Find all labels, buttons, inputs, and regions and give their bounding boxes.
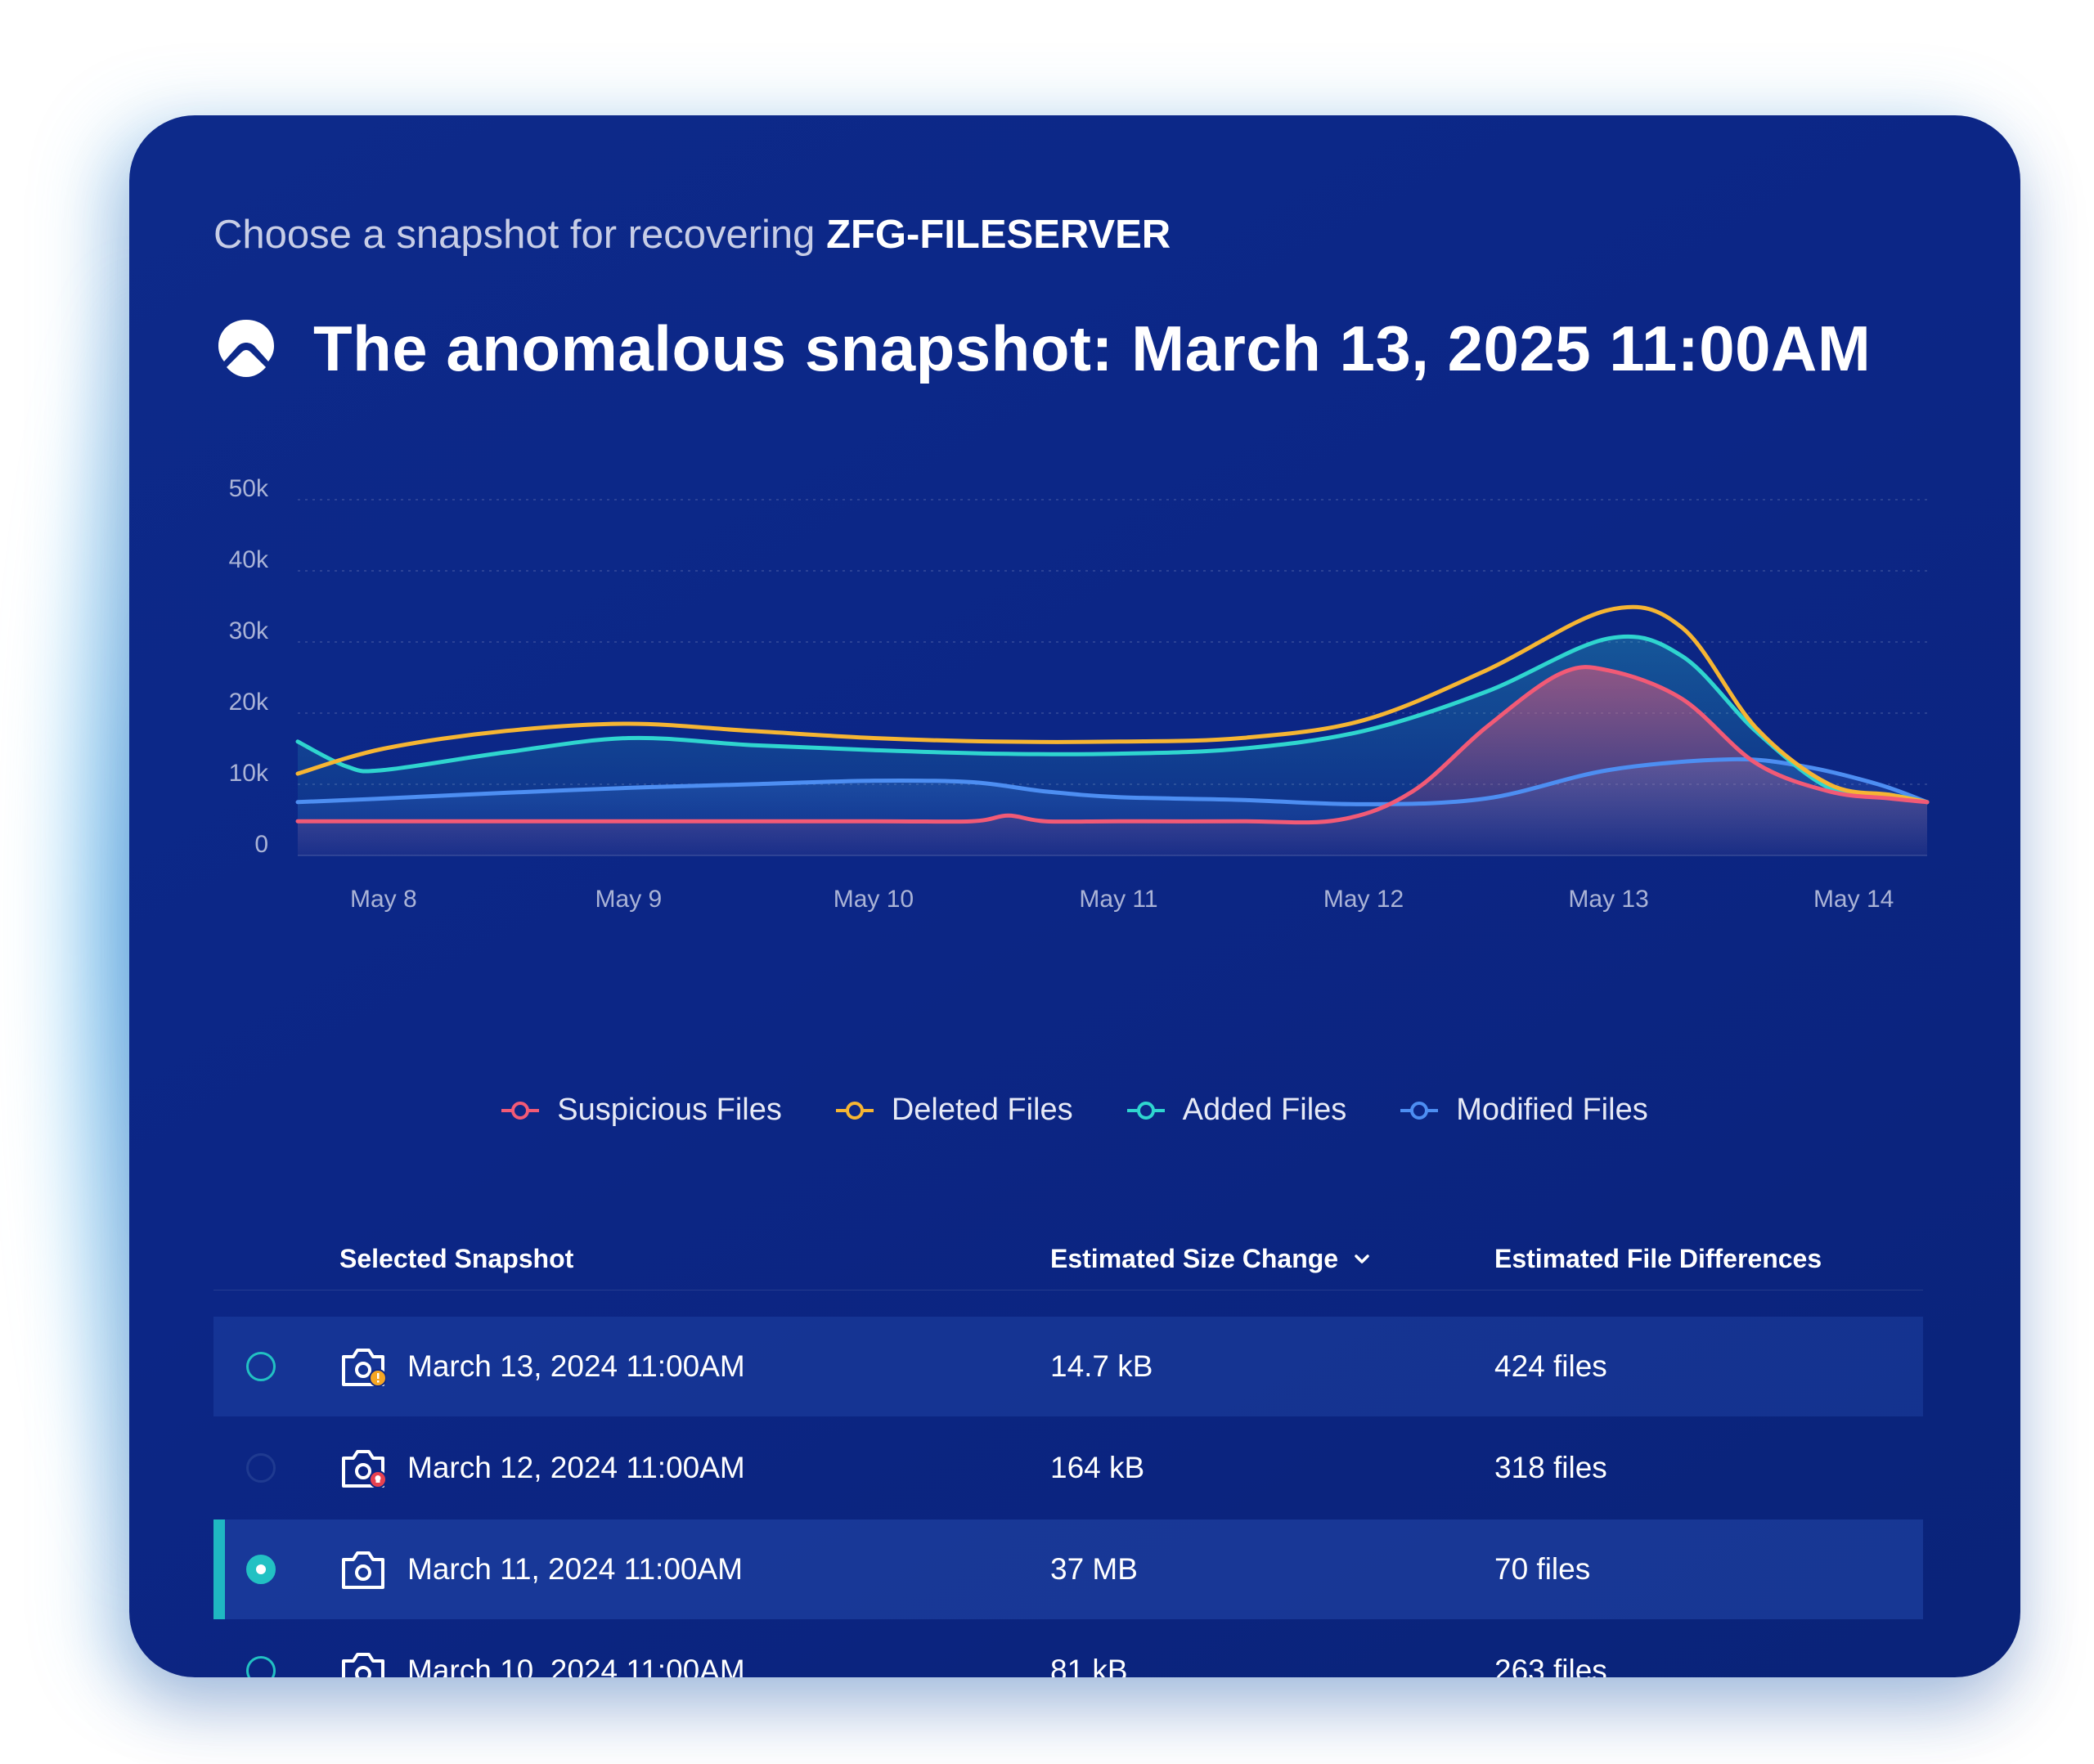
snapshot-radio[interactable] xyxy=(246,1656,276,1677)
selected-indicator-bar xyxy=(213,1519,225,1619)
size-change: 81 kB xyxy=(1050,1654,1128,1677)
camera-icon xyxy=(342,1653,384,1677)
snapshot-date: March 13, 2024 11:00AM xyxy=(407,1349,745,1383)
column-header-snapshot[interactable]: Selected Snapshot xyxy=(339,1244,573,1274)
file-differences: 424 files xyxy=(1494,1349,1607,1383)
series-line-deleted xyxy=(295,604,1930,805)
legend-label: Modified Files xyxy=(1456,1093,1648,1127)
x-tick-label: May 14 xyxy=(1813,886,1894,913)
series-area-suspicious xyxy=(298,667,1927,855)
table-spacer xyxy=(213,1290,1923,1315)
y-tick-label: 40k xyxy=(229,546,269,573)
file-activity-chart: 0 10k 20k 30k 40k 50k May 8 May 9 May 10 May 11 Ma… xyxy=(229,475,1930,913)
x-tick-label: May 13 xyxy=(1568,886,1648,913)
legend-item-suspicious[interactable]: Suspicious Files xyxy=(501,1093,782,1128)
column-header-label: Selected Snapshot xyxy=(339,1244,574,1273)
legend-item-modified[interactable]: Modified Files xyxy=(1400,1093,1648,1128)
file-differences: 318 files xyxy=(1494,1451,1607,1484)
camera-icon xyxy=(342,1450,386,1488)
snapshot-radio[interactable] xyxy=(246,1453,276,1483)
recovery-subtitle: Choose a snapshot for recovering ZFG-FIL… xyxy=(213,212,1171,258)
legend-marker-icon xyxy=(501,1101,540,1120)
size-change: 164 kB xyxy=(1050,1451,1145,1484)
chevron-down-icon[interactable] xyxy=(1353,1254,1371,1265)
size-change: 37 MB xyxy=(1050,1552,1138,1586)
snapshot-date: March 10, 2024 11:00AM xyxy=(407,1654,745,1677)
column-header-label: Estimated File Differences xyxy=(1494,1244,1822,1273)
series-line-modified xyxy=(295,756,1930,806)
legend-marker-icon xyxy=(1400,1101,1439,1120)
series-line-suspicious xyxy=(295,665,1930,825)
server-name: ZFG-FILESERVER xyxy=(826,213,1171,257)
y-tick-label: 20k xyxy=(229,689,269,716)
legend-label: Suspicious Files xyxy=(557,1093,782,1127)
anomaly-logo-icon xyxy=(218,319,274,377)
legend-label: Deleted Files xyxy=(891,1093,1073,1127)
camera-icon xyxy=(342,1349,386,1387)
camera-icon xyxy=(342,1551,384,1589)
y-tick-label: 50k xyxy=(229,475,269,502)
y-tick-label: 10k xyxy=(229,760,269,787)
table-row[interactable]: March 10, 2024 11:00AM 81 kB 263 files xyxy=(213,1621,1923,1677)
file-differences: 70 files xyxy=(1494,1552,1591,1586)
file-differences: 263 files xyxy=(1494,1654,1607,1677)
y-tick-label: 0 xyxy=(254,831,268,858)
snapshot-date: March 12, 2024 11:00AM xyxy=(407,1451,745,1484)
subtitle-prefix: Choose a snapshot for recovering xyxy=(213,213,816,257)
x-tick-label: May 12 xyxy=(1323,886,1404,913)
legend-item-deleted[interactable]: Deleted Files xyxy=(835,1093,1073,1128)
table-row[interactable]: March 12, 2024 11:00AM 164 kB 318 files xyxy=(213,1418,1923,1518)
snapshot-date: March 11, 2024 11:00AM xyxy=(407,1552,743,1586)
y-tick-label: 30k xyxy=(229,617,269,644)
page-title: The anomalous snapshot: March 13, 2025 1… xyxy=(313,312,1872,384)
anomalous-snapshot-heading: The anomalous snapshot: March 13, 2025 1… xyxy=(213,312,1871,386)
column-header-size[interactable]: Estimated Size Change xyxy=(1050,1244,1371,1274)
table-row[interactable]: March 13, 2024 11:00AM 14.7 kB 424 files xyxy=(213,1317,1923,1416)
x-tick-label: May 9 xyxy=(595,886,663,913)
table-header: Selected Snapshot Estimated Size Change … xyxy=(213,1236,1923,1290)
table-row-selected[interactable]: March 11, 2024 11:00AM 37 MB 70 files xyxy=(213,1519,1923,1619)
snapshot-radio-selected[interactable] xyxy=(246,1555,276,1584)
legend-marker-icon xyxy=(835,1101,874,1120)
column-header-files[interactable]: Estimated File Differences xyxy=(1494,1244,1822,1274)
column-header-label: Estimated Size Change xyxy=(1050,1244,1339,1273)
series-line-added xyxy=(295,634,1930,805)
chart-legend: Suspicious Files Deleted Files Added Fil… xyxy=(129,1093,2020,1128)
legend-label: Added Files xyxy=(1182,1093,1347,1127)
x-tick-label: May 10 xyxy=(834,886,914,913)
snapshot-radio[interactable] xyxy=(246,1352,276,1381)
legend-marker-icon xyxy=(1126,1101,1165,1120)
size-change: 14.7 kB xyxy=(1050,1349,1153,1383)
snapshot-table: Selected Snapshot Estimated Size Change … xyxy=(213,1236,1923,1677)
snapshot-recovery-card: Choose a snapshot for recovering ZFG-FIL… xyxy=(129,115,2020,1677)
x-tick-label: May 11 xyxy=(1079,886,1157,913)
legend-item-added[interactable]: Added Files xyxy=(1126,1093,1347,1128)
x-tick-label: May 8 xyxy=(350,886,417,913)
